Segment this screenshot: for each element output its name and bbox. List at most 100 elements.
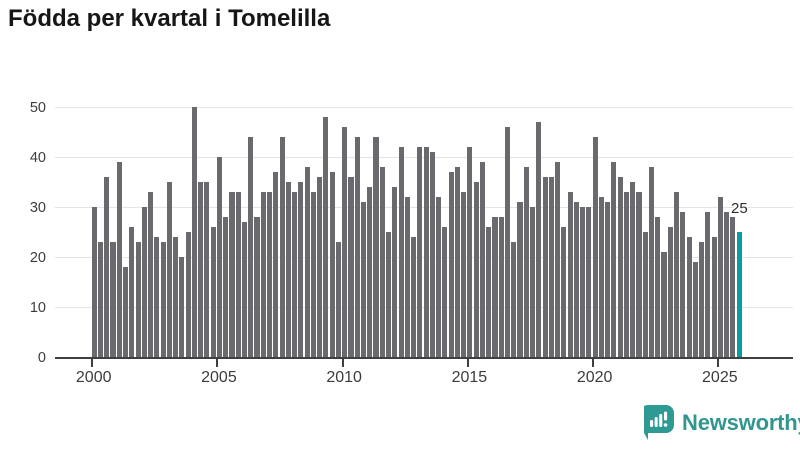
bar xyxy=(692,262,698,357)
bar xyxy=(661,252,667,357)
bar xyxy=(342,127,348,357)
bar xyxy=(141,207,147,357)
bar xyxy=(611,162,617,357)
bar xyxy=(504,127,511,357)
bar xyxy=(686,237,692,357)
bar xyxy=(536,122,542,357)
bar xyxy=(267,192,273,357)
bar xyxy=(310,192,316,357)
bar xyxy=(511,242,517,357)
bar xyxy=(404,197,410,357)
bar xyxy=(724,212,730,357)
bar xyxy=(135,242,141,357)
bar xyxy=(148,192,154,357)
bar xyxy=(479,162,485,357)
y-tick-label: 50 xyxy=(29,100,46,116)
bar xyxy=(248,137,254,357)
bar xyxy=(642,232,648,357)
bar xyxy=(411,237,417,357)
x-axis-line xyxy=(55,357,793,359)
bar xyxy=(116,162,122,357)
bar xyxy=(292,192,298,357)
bar xyxy=(204,182,210,357)
bar xyxy=(655,217,661,357)
bar xyxy=(354,137,360,357)
bar xyxy=(586,207,592,357)
bar xyxy=(110,242,116,357)
bar xyxy=(598,197,604,357)
bar xyxy=(198,182,204,357)
bar xyxy=(454,167,460,357)
bar xyxy=(97,242,104,357)
bar xyxy=(680,212,686,357)
bar xyxy=(185,232,191,357)
latest-value-label: 25 xyxy=(731,200,748,217)
bar xyxy=(191,107,197,357)
bar xyxy=(555,162,561,357)
brand-name: Newsworthy xyxy=(682,410,800,435)
bar xyxy=(473,182,479,357)
bar xyxy=(379,167,385,357)
bar xyxy=(486,227,492,357)
x-tick xyxy=(466,358,469,367)
bar xyxy=(517,202,523,357)
bar xyxy=(254,217,260,357)
chart-title: Födda per kvartal i Tomelilla xyxy=(8,5,331,32)
bar xyxy=(129,227,135,357)
bar xyxy=(160,242,166,357)
bar xyxy=(667,227,673,357)
bar xyxy=(229,192,235,357)
bar xyxy=(448,172,454,357)
bar xyxy=(423,147,429,357)
y-tick-label: 0 xyxy=(37,350,46,366)
y-tick-label: 10 xyxy=(29,300,46,316)
bar xyxy=(605,202,611,357)
x-tick-label: 2025 xyxy=(702,369,738,386)
bar xyxy=(385,232,392,357)
bar xyxy=(273,172,279,357)
bar xyxy=(179,257,185,357)
bar xyxy=(523,167,529,357)
bar-latest-quarter xyxy=(736,232,742,357)
bar xyxy=(304,167,310,357)
bar xyxy=(298,182,304,357)
x-tick xyxy=(592,358,595,367)
bar xyxy=(329,172,335,357)
bar xyxy=(442,227,448,357)
bar xyxy=(417,147,423,357)
bar xyxy=(529,207,536,357)
bar xyxy=(623,192,629,357)
y-tick-label: 20 xyxy=(29,250,46,266)
bar xyxy=(573,202,579,357)
bar xyxy=(367,187,373,357)
bar xyxy=(592,137,598,357)
bar xyxy=(561,227,567,357)
bar xyxy=(398,147,404,357)
bar xyxy=(335,242,341,357)
bar xyxy=(717,197,723,357)
bar xyxy=(373,137,379,357)
bar xyxy=(235,192,241,357)
bar xyxy=(648,167,655,357)
bar xyxy=(210,227,216,357)
bar xyxy=(630,182,636,357)
bar xyxy=(279,137,285,357)
bar xyxy=(317,177,323,357)
bar xyxy=(636,192,642,357)
bar xyxy=(91,207,97,357)
gridline xyxy=(55,107,793,108)
bar xyxy=(223,217,229,357)
x-tick xyxy=(216,358,219,367)
bar xyxy=(166,182,172,357)
bar xyxy=(104,177,110,357)
bar xyxy=(216,157,223,357)
bar xyxy=(285,182,291,357)
bar xyxy=(154,237,160,357)
bar xyxy=(705,212,711,357)
bar xyxy=(617,177,623,357)
bar xyxy=(392,187,398,357)
bar xyxy=(498,217,504,357)
bar xyxy=(123,267,129,357)
bar xyxy=(173,237,179,357)
